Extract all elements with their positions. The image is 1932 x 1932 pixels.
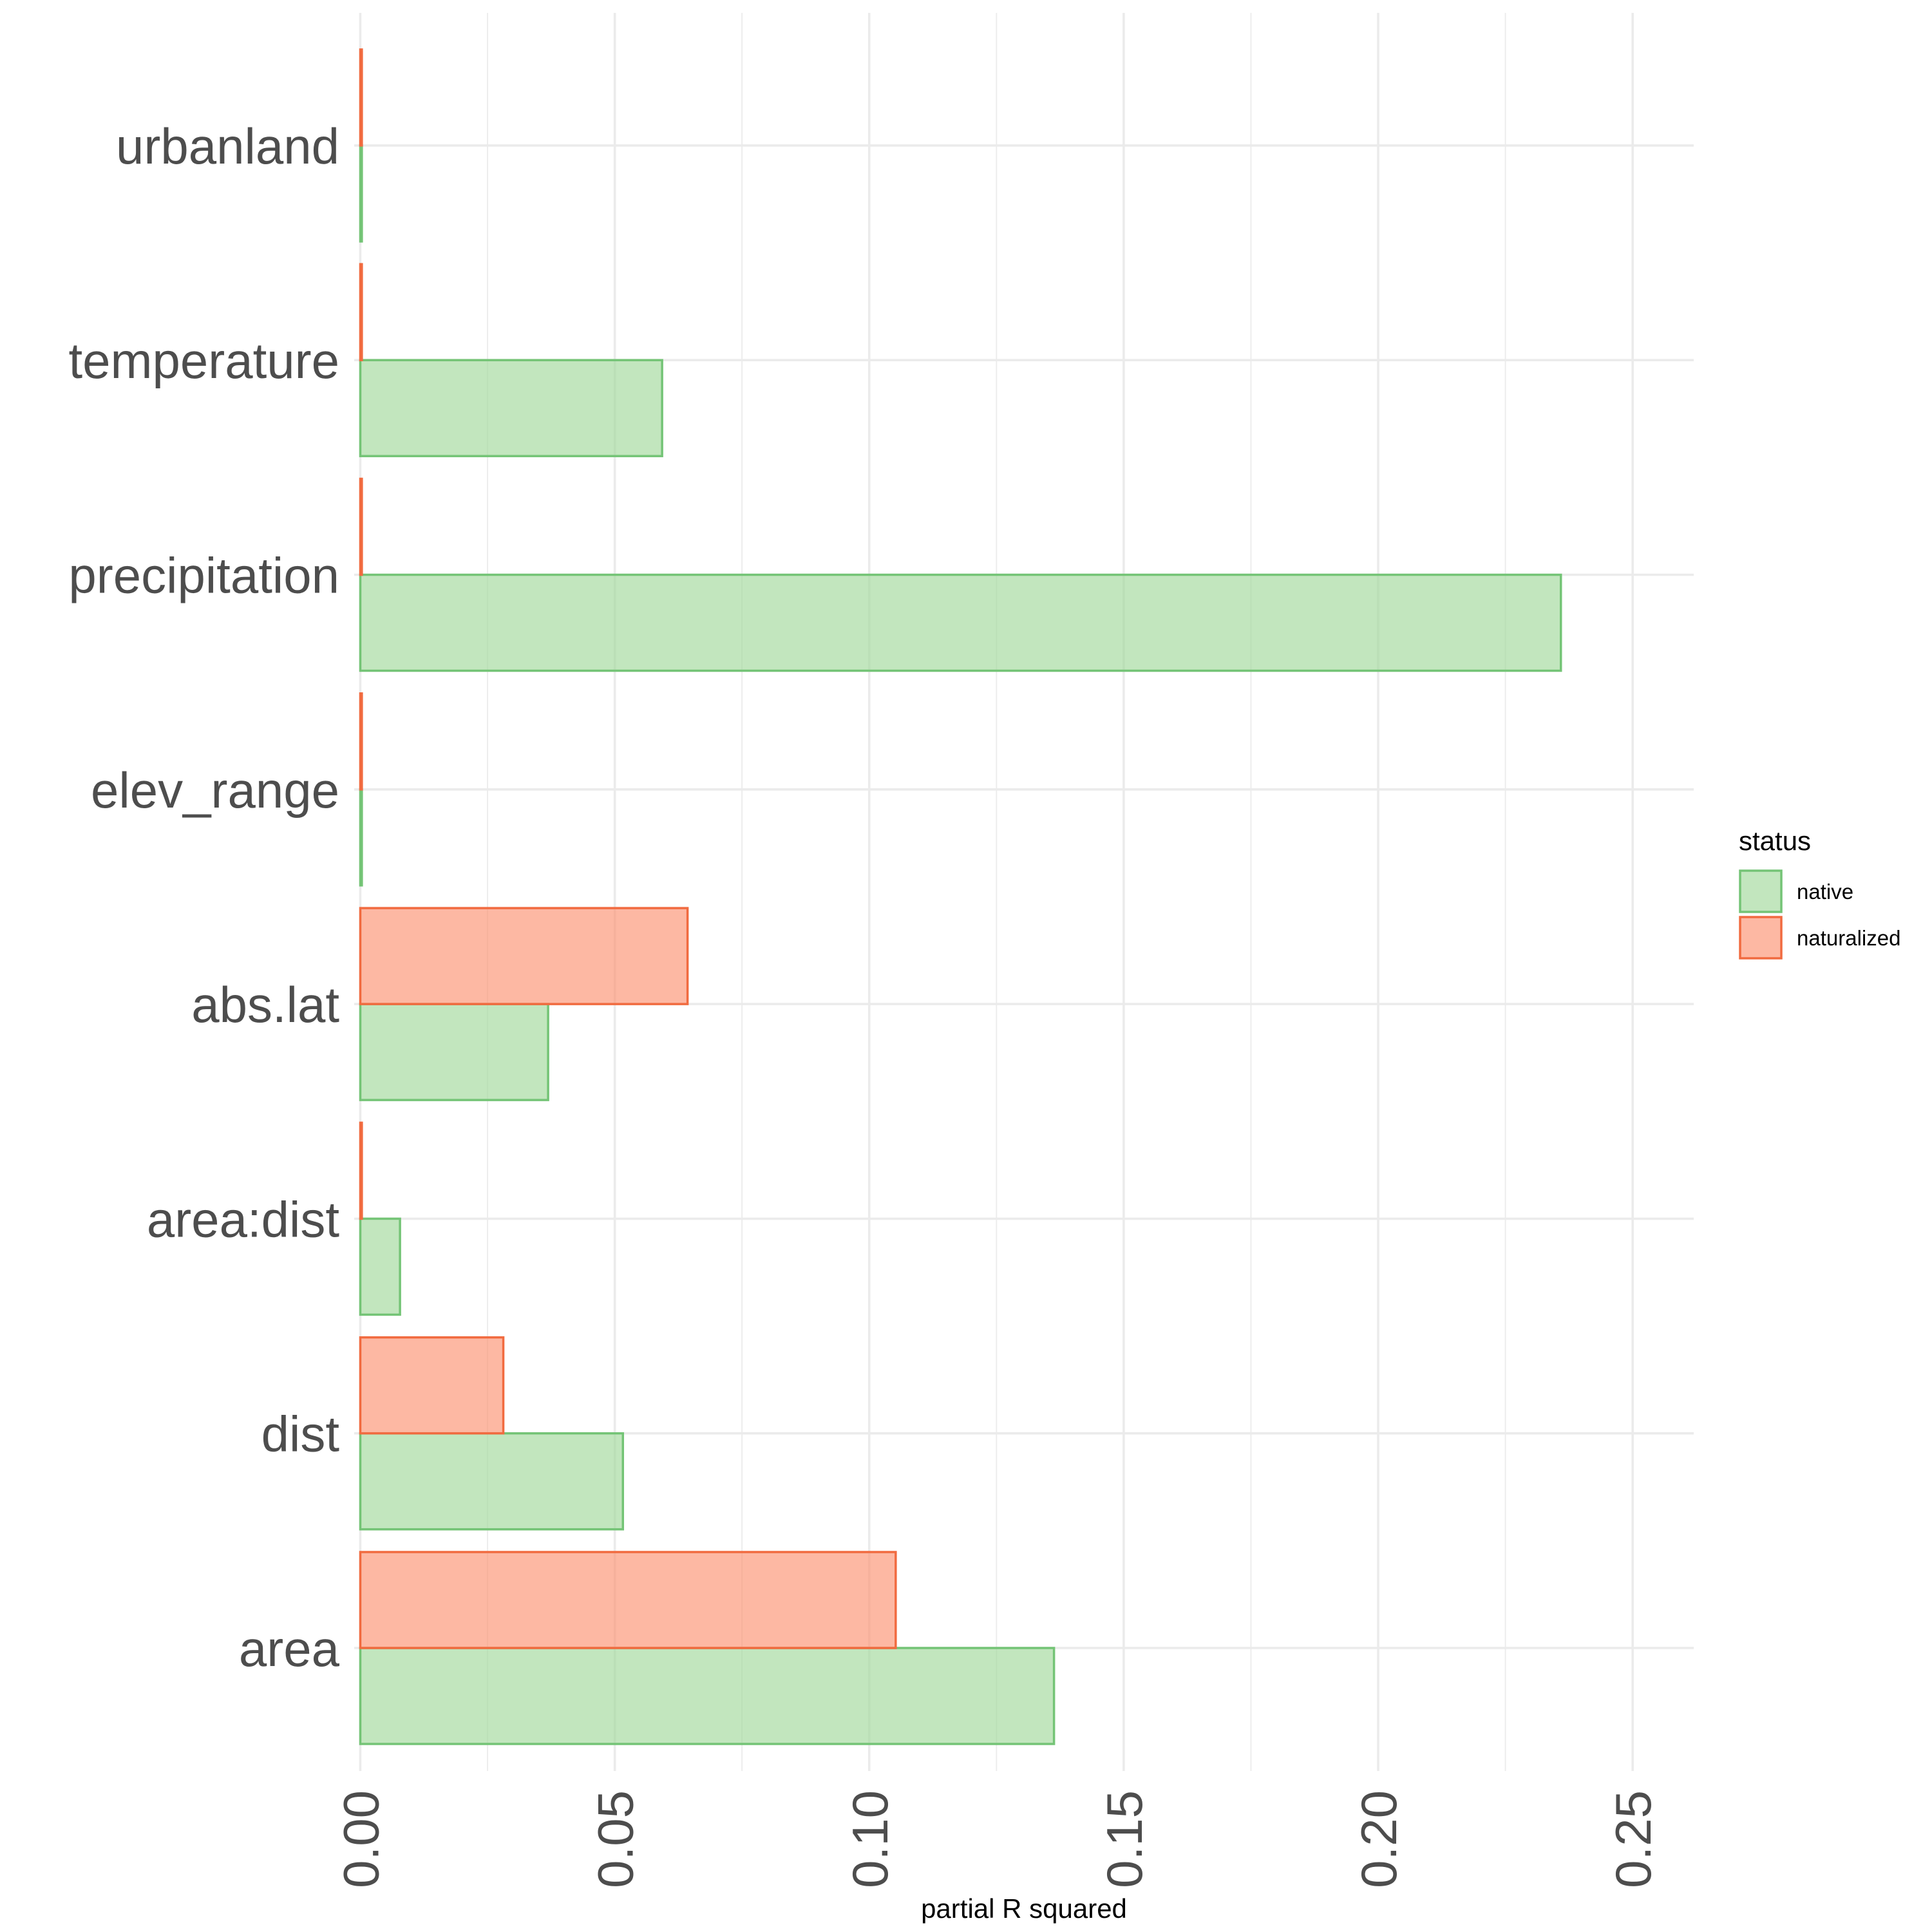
y-tick-label: urbanland <box>116 118 339 175</box>
x-axis-title: partial R squared <box>921 1893 1127 1924</box>
bar-native-elev-range <box>359 788 363 887</box>
x-tick-label: 0.00 <box>332 1790 389 1888</box>
bar-naturalized-temperature <box>359 263 363 361</box>
y-tick-label: area <box>239 1620 340 1677</box>
x-tick-label: 0.20 <box>1350 1790 1407 1888</box>
bar-naturalized-area <box>359 1551 897 1649</box>
legend-title: status <box>1739 826 1811 856</box>
bar-native-temperature <box>359 359 663 457</box>
y-tick-label: abs.lat <box>191 976 339 1033</box>
x-tick-label: 0.10 <box>842 1790 898 1888</box>
x-tick-label: 0.15 <box>1096 1790 1153 1888</box>
legend: status native naturalized <box>1739 826 1900 960</box>
bar-native-precipitation <box>359 573 1562 672</box>
y-tick-label: temperature <box>68 332 339 389</box>
legend-label: naturalized <box>1797 926 1900 950</box>
y-tick-label: elev_range <box>91 762 339 819</box>
y-tick-label: precipitation <box>68 547 339 604</box>
bar-naturalized-dist <box>359 1336 505 1435</box>
bar-native-abs-lat <box>359 1003 549 1101</box>
bar-naturalized-abs-lat <box>359 907 689 1005</box>
y-axis-tick-labels: area dist area:dist abs.lat elev_range precip… <box>68 118 339 1677</box>
legend-key-native <box>1739 869 1783 913</box>
bar-naturalized-urbanland <box>359 48 363 147</box>
x-axis-tick-labels: 0.00 0.05 0.10 0.15 0.20 0.25 <box>332 1790 1662 1888</box>
y-tick-label: dist <box>261 1406 340 1463</box>
bar-native-dist <box>359 1432 625 1531</box>
y-tick-label: area:dist <box>147 1191 339 1247</box>
x-tick-label: 0.25 <box>1605 1790 1662 1888</box>
legend-label: native <box>1797 880 1853 904</box>
bars <box>359 48 1562 1745</box>
bar-native-urbanland <box>359 144 363 243</box>
bar-native-area-dist <box>359 1217 401 1316</box>
bar-native-area <box>359 1647 1056 1745</box>
bar-naturalized-elev-range <box>359 692 363 791</box>
legend-key-naturalized <box>1739 916 1783 960</box>
x-tick-label: 0.05 <box>587 1790 644 1888</box>
bar-naturalized-precipitation <box>359 477 363 576</box>
bar-naturalized-area-dist <box>359 1121 363 1220</box>
